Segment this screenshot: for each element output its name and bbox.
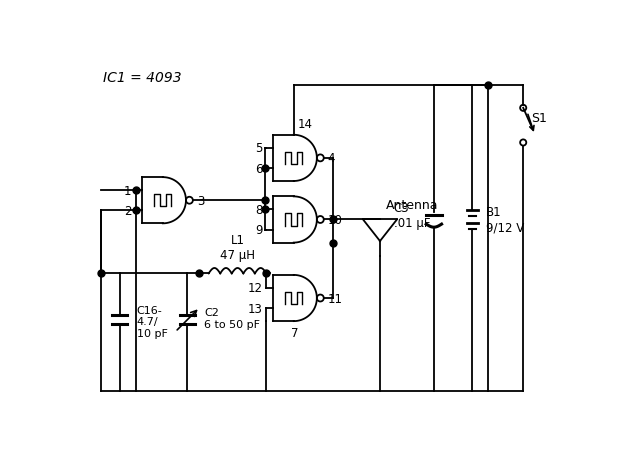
Text: 8: 8 xyxy=(255,203,262,217)
Text: 11: 11 xyxy=(328,292,342,305)
Text: B1
9/12 V: B1 9/12 V xyxy=(486,206,524,234)
Text: C2
6 to 50 pF: C2 6 to 50 pF xyxy=(204,307,261,329)
Text: 9: 9 xyxy=(255,224,262,237)
Text: C3
.01 μF: C3 .01 μF xyxy=(394,201,431,229)
Text: 13: 13 xyxy=(248,302,262,315)
Text: 4: 4 xyxy=(328,152,335,165)
Text: S1: S1 xyxy=(531,112,547,125)
Text: IC1 = 4093: IC1 = 4093 xyxy=(102,71,181,85)
Text: C16-
4.7/
10 pF: C16- 4.7/ 10 pF xyxy=(137,305,168,338)
Text: 7: 7 xyxy=(291,326,299,339)
Text: Antenna: Antenna xyxy=(386,198,439,211)
Text: 14: 14 xyxy=(298,118,312,131)
Text: 12: 12 xyxy=(248,282,262,295)
Text: 5: 5 xyxy=(255,142,262,155)
Text: 1: 1 xyxy=(124,184,132,197)
Text: 6: 6 xyxy=(255,162,262,175)
Text: 10: 10 xyxy=(328,214,342,227)
Text: L1
47 μH: L1 47 μH xyxy=(220,234,255,261)
Text: 3: 3 xyxy=(197,194,204,207)
Text: 2: 2 xyxy=(124,205,132,218)
